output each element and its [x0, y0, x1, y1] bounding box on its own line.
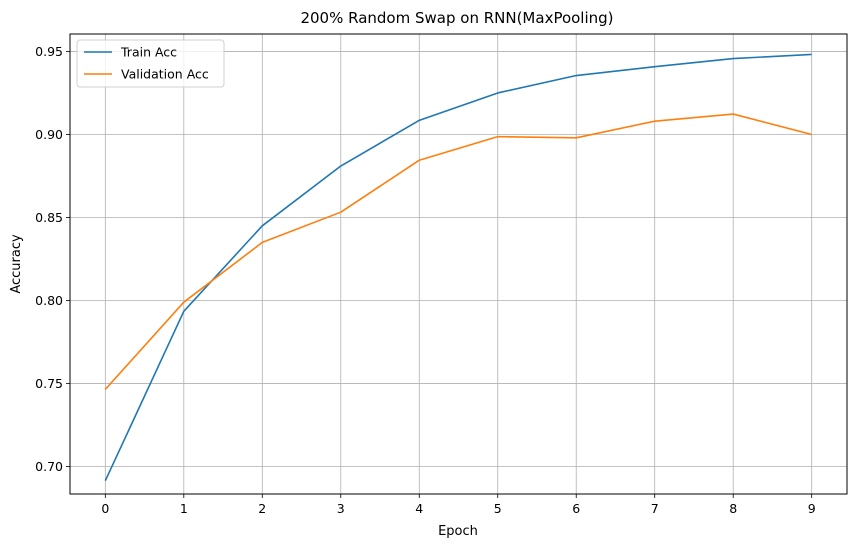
- plot-frame: [69, 33, 848, 495]
- legend-box: [76, 39, 225, 88]
- x-tick-label: 3: [337, 501, 345, 516]
- legend-label: Validation Acc: [121, 67, 209, 82]
- x-tick-label: 5: [494, 501, 502, 516]
- series-line-train-acc: [104, 53, 812, 482]
- x-tick-label: 7: [651, 501, 659, 516]
- y-axis: 0.70 0.75 0.80 0.85 0.90 0.95: [35, 44, 70, 474]
- y-axis-label: Accuracy: [9, 234, 24, 294]
- x-tick-label: 1: [180, 501, 188, 516]
- legend: Train Acc Validation Acc: [76, 39, 225, 88]
- x-axis-label: Epoch: [438, 524, 478, 539]
- x-tick-label: 0: [101, 501, 109, 516]
- y-tick-label: 0.90: [35, 127, 63, 142]
- x-tick-label: 9: [808, 501, 816, 516]
- series-line-validation-acc: [104, 113, 812, 390]
- y-tick-label: 0.95: [35, 44, 63, 59]
- x-axis: 0 1 2 3 4 5 6 7 8 9: [101, 494, 816, 516]
- y-tick-label: 0.70: [35, 459, 63, 474]
- x-tick-label: 4: [415, 501, 423, 516]
- y-tick-label: 0.80: [35, 293, 63, 308]
- x-tick-label: 6: [572, 501, 580, 516]
- x-tick-label: 2: [258, 501, 266, 516]
- chart-title: 200% Random Swap on RNN(MaxPooling): [300, 9, 613, 27]
- legend-label: Train Acc: [120, 45, 177, 60]
- x-tick-label: 8: [729, 501, 737, 516]
- y-tick-label: 0.75: [35, 376, 63, 391]
- y-tick-label: 0.85: [35, 210, 63, 225]
- series-layer: [104, 53, 812, 482]
